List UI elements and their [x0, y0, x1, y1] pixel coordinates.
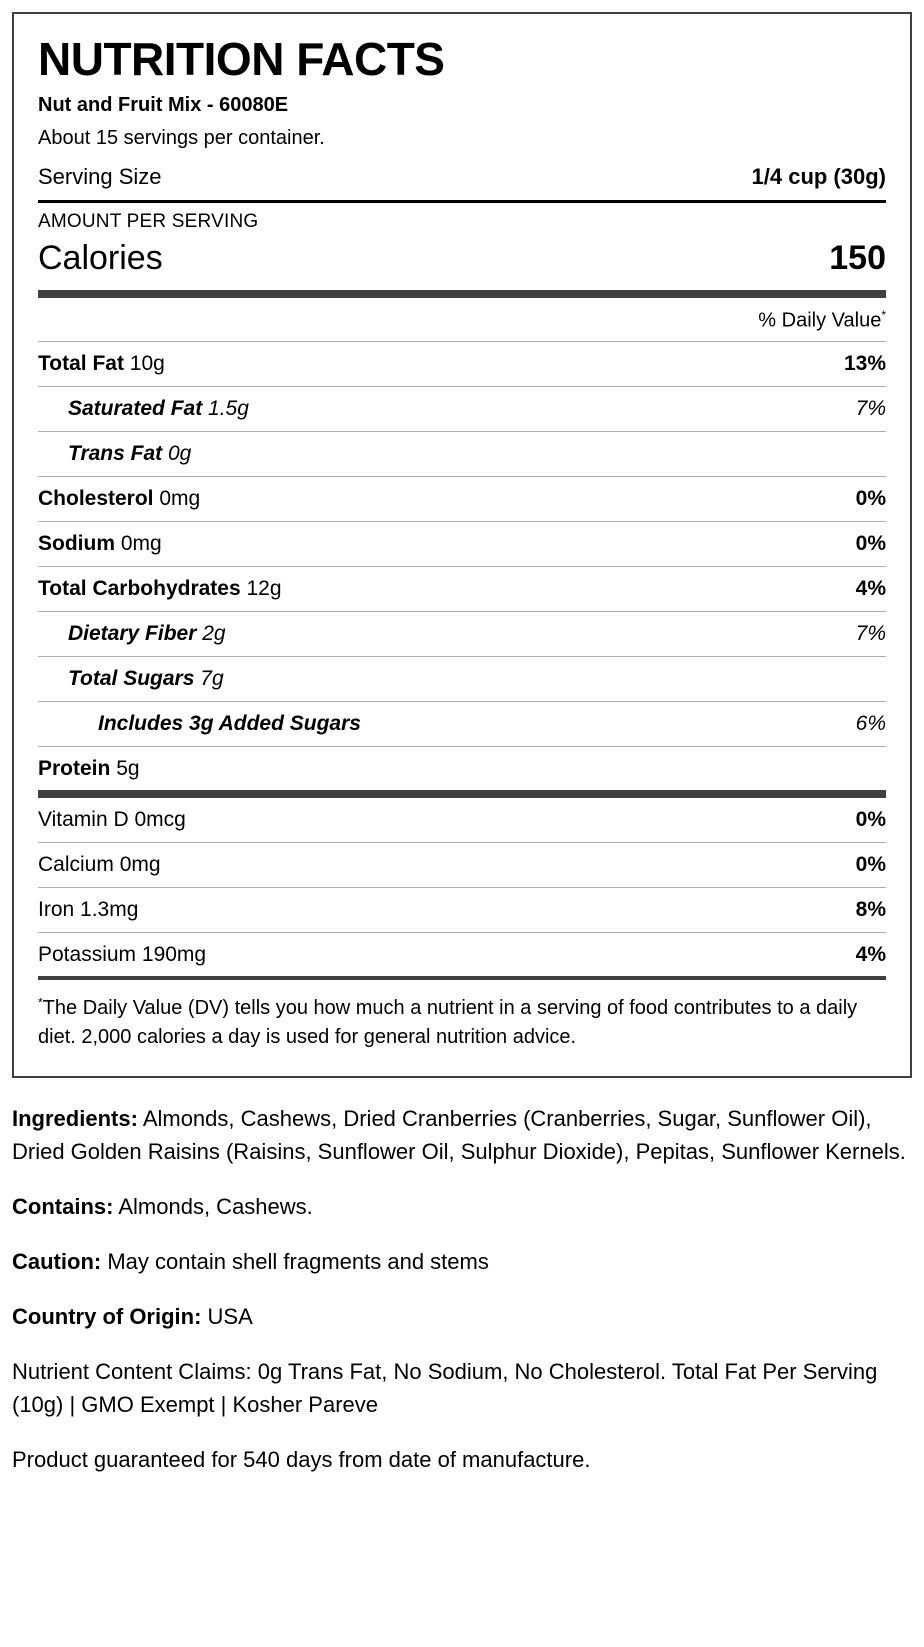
contains: Contains: Almonds, Cashews.	[12, 1190, 912, 1223]
claims: Nutrient Content Claims: 0g Trans Fat, N…	[12, 1355, 912, 1421]
title: NUTRITION FACTS	[38, 32, 886, 86]
thick-separator	[38, 790, 886, 798]
iron-row: Iron 1.3mg 8%	[38, 888, 886, 933]
ingredients: Ingredients: Almonds, Cashews, Dried Cra…	[12, 1102, 912, 1168]
nutrition-panel: NUTRITION FACTS Nut and Fruit Mix - 6008…	[12, 12, 912, 1078]
country-of-origin: Country of Origin: USA	[12, 1300, 912, 1333]
dv-header: % Daily Value*	[38, 298, 886, 342]
sodium-row: Sodium 0mg 0%	[38, 522, 886, 567]
calcium-row: Calcium 0mg 0%	[38, 843, 886, 888]
serving-size-value: 1/4 cup (30g)	[752, 164, 886, 190]
guarantee: Product guaranteed for 540 days from dat…	[12, 1443, 912, 1476]
caution: Caution: May contain shell fragments and…	[12, 1245, 912, 1278]
protein-row: Protein 5g	[38, 747, 886, 791]
trans-fat-row: Trans Fat 0g	[38, 432, 886, 477]
total-fat-row: Total Fat 10g 13%	[38, 342, 886, 387]
dv-footnote: *The Daily Value (DV) tells you how much…	[38, 980, 886, 1058]
serving-size-label: Serving Size	[38, 164, 162, 190]
calories-value: 150	[829, 239, 886, 278]
calories-label: Calories	[38, 239, 163, 278]
added-sugars-row: Includes 3g Added Sugars 6%	[38, 702, 886, 747]
vitamin-d-row: Vitamin D 0mcg 0%	[38, 798, 886, 843]
product-name: Nut and Fruit Mix - 60080E	[38, 94, 886, 117]
fiber-row: Dietary Fiber 2g 7%	[38, 612, 886, 657]
saturated-fat-row: Saturated Fat 1.5g 7%	[38, 387, 886, 432]
serving-size-row: Serving Size 1/4 cup (30g)	[38, 164, 886, 203]
potassium-row: Potassium 190mg 4%	[38, 933, 886, 977]
cholesterol-row: Cholesterol 0mg 0%	[38, 477, 886, 522]
calories-row: Calories 150	[38, 235, 886, 298]
servings-per-container: About 15 servings per container.	[38, 127, 886, 150]
total-carb-row: Total Carbohydrates 12g 4%	[38, 567, 886, 612]
amount-per-serving-label: AMOUNT PER SERVING	[38, 203, 886, 235]
below-panel: Ingredients: Almonds, Cashews, Dried Cra…	[12, 1102, 912, 1476]
sugars-row: Total Sugars 7g	[38, 657, 886, 702]
